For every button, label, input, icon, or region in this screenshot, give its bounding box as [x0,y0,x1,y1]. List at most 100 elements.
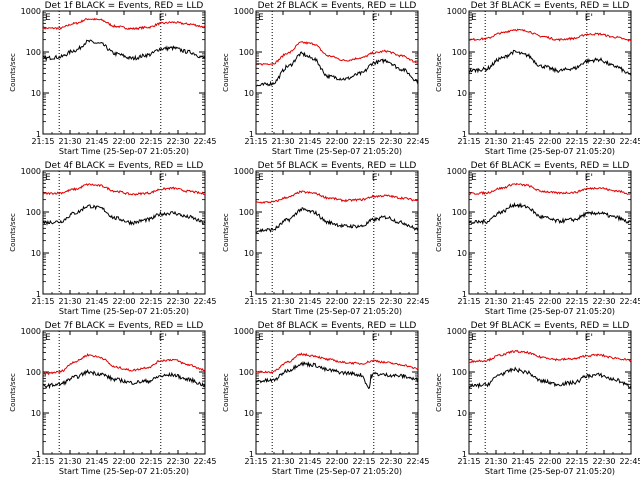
x-axis-label: Start Time (25-Sep-07 21:05:20) [272,467,402,476]
events-series-line [468,49,632,76]
chart-title: Det 2f BLACK = Events, RED = LLD [258,1,417,11]
interval-marker-label: E [471,173,477,183]
x-tick-label: 21:30 [484,137,507,146]
lld-series-line [42,17,206,31]
chart-title: Det 8f BLACK = Events, RED = LLD [258,321,417,331]
plot-frame [255,170,419,295]
y-axis-label: Counts/sec [9,213,17,252]
lld-series-line [469,28,632,42]
y-axis-label: Counts/sec [222,53,230,92]
y-tick-label: 10 [31,409,41,418]
interval-marker-label: E' [159,173,167,183]
x-tick-label: 22:30 [592,297,615,306]
chart-title: Det 7f BLACK = Events, RED = LLD [45,321,204,331]
x-tick-label: 22:30 [166,457,189,466]
y-axis-label: Counts/sec [435,53,443,92]
x-tick-label: 21:15 [31,457,54,466]
chart-title: Det 9f BLACK = Events, RED = LLD [471,321,630,331]
interval-marker-label: E' [585,333,593,343]
y-tick-label: 10 [31,249,41,258]
x-tick-label: 21:45 [298,457,321,466]
y-tick-label: 1000 [447,7,467,16]
x-axis-label: Start Time (25-Sep-07 21:05:20) [485,467,615,476]
plot-frame [255,330,419,455]
chart-panel-7: Det 7f BLACK = Events, RED = LLD Counts/s… [9,321,217,476]
chart-title: Det 1f BLACK = Events, RED = LLD [45,1,204,11]
x-tick-label: 22:00 [112,457,135,466]
y-tick-label: 1 [36,450,41,459]
y-tick-label: 1 [36,290,41,299]
x-tick-label: 21:45 [511,297,534,306]
interval-marker-label: E [471,333,477,343]
x-tick-label: 21:15 [31,137,54,146]
lld-series-line [255,352,419,374]
x-tick-label: 21:30 [271,297,294,306]
x-axis-label: Start Time (25-Sep-07 21:05:20) [59,467,189,476]
y-tick-label: 100 [26,368,41,377]
interval-marker-label: E [258,13,264,23]
x-tick-label: 22:30 [379,457,402,466]
lld-series-line [255,190,419,204]
events-series-line [42,204,206,226]
events-series-line [255,206,419,233]
y-tick-label: 100 [26,48,41,57]
y-tick-label: 1 [462,450,467,459]
y-axis-label: Counts/sec [222,373,230,412]
x-tick-label: 21:15 [244,297,267,306]
x-tick-label: 22:00 [538,457,561,466]
lld-series-line [42,183,205,196]
x-tick-label: 21:45 [85,137,108,146]
x-tick-label: 21:30 [271,137,294,146]
lld-series-line [42,353,206,376]
x-tick-label: 22:00 [112,137,135,146]
x-tick-label: 21:15 [244,457,267,466]
events-series-line [468,201,632,226]
x-tick-label: 21:30 [58,297,81,306]
x-tick-label: 21:45 [511,137,534,146]
x-tick-label: 22:00 [538,297,561,306]
plot-frame [255,10,419,135]
interval-marker-label: E' [372,333,380,343]
chart-panel-9: Det 9f BLACK = Events, RED = LLD Counts/s… [435,321,640,476]
x-tick-label: 21:30 [271,457,294,466]
x-axis-label: Start Time (25-Sep-07 21:05:20) [59,307,189,316]
y-tick-label: 100 [239,48,254,57]
plot-frame [42,10,206,135]
y-tick-label: 1000 [21,327,41,336]
y-tick-label: 1000 [21,7,41,16]
x-axis-label: Start Time (25-Sep-07 21:05:20) [485,147,615,156]
x-tick-label: 22:30 [379,137,402,146]
x-tick-label: 22:15 [139,137,162,146]
y-tick-label: 1000 [234,327,254,336]
y-tick-label: 100 [452,208,467,217]
x-tick-label: 22:30 [592,457,615,466]
events-series-line [42,369,206,390]
x-tick-label: 21:45 [85,297,108,306]
x-tick-label: 21:15 [244,137,267,146]
y-tick-label: 1 [462,290,467,299]
y-axis-label: Counts/sec [435,373,443,412]
y-tick-label: 10 [244,249,254,258]
chart-title: Det 3f BLACK = Events, RED = LLD [471,1,630,11]
y-tick-label: 1 [249,130,254,139]
y-tick-label: 1 [249,450,254,459]
x-axis-label: Start Time (25-Sep-07 21:05:20) [272,307,402,316]
x-tick-label: 21:15 [31,297,54,306]
interval-marker-label: E' [372,13,380,23]
x-tick-label: 21:15 [457,297,480,306]
x-tick-label: 21:15 [457,137,480,146]
x-tick-label: 21:30 [484,297,507,306]
y-tick-label: 1000 [21,167,41,176]
x-tick-label: 22:15 [565,137,588,146]
chart-panel-5: Det 5f BLACK = Events, RED = LLD Counts/s… [222,161,430,316]
x-tick-label: 21:45 [298,297,321,306]
events-series-line [255,360,419,390]
x-tick-label: 22:45 [193,297,216,306]
y-tick-label: 10 [457,409,467,418]
x-tick-label: 22:15 [565,297,588,306]
x-tick-label: 22:00 [325,137,348,146]
y-tick-label: 10 [457,89,467,98]
x-tick-label: 22:30 [166,297,189,306]
x-tick-label: 21:45 [511,457,534,466]
